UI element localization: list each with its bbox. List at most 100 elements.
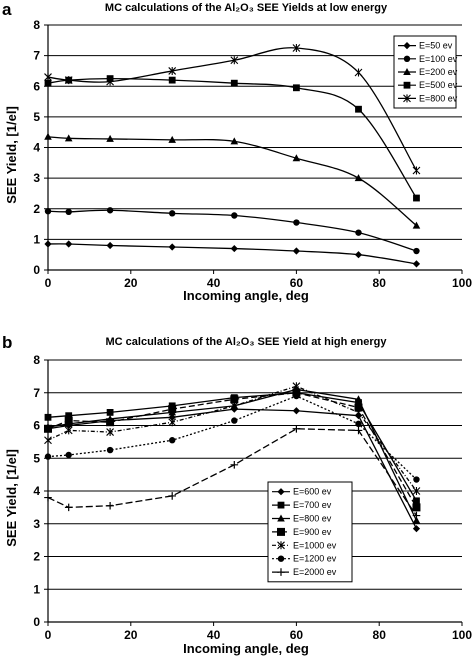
data-point bbox=[355, 105, 362, 113]
legend-marker bbox=[403, 81, 411, 89]
x-tick-label: 40 bbox=[207, 276, 221, 290]
data-point bbox=[168, 76, 176, 84]
data-point bbox=[65, 208, 72, 216]
legend-label: E=700 ev bbox=[293, 500, 332, 510]
panel-a-y-axis-title: SEE Yield, [1/el] bbox=[4, 106, 19, 204]
y-tick-label: 8 bbox=[33, 353, 40, 367]
data-point bbox=[230, 56, 239, 65]
legend-label: E=200 ev bbox=[419, 67, 458, 77]
x-tick-label: 100 bbox=[452, 628, 472, 642]
series-e-50-ev bbox=[44, 240, 421, 268]
x-tick-label: 40 bbox=[207, 628, 221, 642]
data-point bbox=[412, 260, 421, 268]
data-point bbox=[106, 418, 115, 427]
legend-marker bbox=[403, 68, 411, 75]
data-point bbox=[413, 497, 420, 505]
data-point bbox=[355, 420, 362, 428]
data-point bbox=[64, 76, 73, 85]
data-point bbox=[168, 135, 176, 143]
y-tick-label: 1 bbox=[33, 232, 40, 246]
legend-label: E=1000 ev bbox=[293, 540, 337, 550]
data-point bbox=[230, 395, 239, 404]
x-tick-label: 80 bbox=[373, 628, 387, 642]
data-point bbox=[65, 240, 73, 248]
legend-marker bbox=[403, 94, 411, 103]
series-e-1200-ev bbox=[44, 392, 420, 483]
data-point bbox=[412, 511, 421, 520]
data-point bbox=[412, 166, 421, 175]
data-point bbox=[168, 405, 177, 414]
data-point bbox=[64, 503, 73, 512]
legend-item-e-800-ev: E=800 ev bbox=[272, 514, 332, 524]
data-point bbox=[354, 68, 363, 77]
legend-item-e-200-ev: E=200 ev bbox=[398, 67, 458, 77]
data-point bbox=[412, 221, 421, 229]
legend-marker bbox=[277, 541, 285, 550]
legend-label: E=2000 ev bbox=[293, 567, 337, 577]
panel-b-x-axis-title: Incoming angle, deg bbox=[183, 641, 309, 656]
data-point bbox=[168, 66, 177, 75]
data-point bbox=[44, 436, 52, 445]
panel-a-letter: a bbox=[2, 0, 12, 19]
data-point bbox=[230, 244, 238, 253]
x-tick-label: 60 bbox=[290, 276, 304, 290]
y-tick-label: 1 bbox=[33, 582, 40, 596]
x-tick-label: 20 bbox=[124, 276, 138, 290]
legend-marker bbox=[277, 555, 285, 562]
legend: E=600 ev E=700 ev E=800 ev E=900 ev E=1000 e… bbox=[267, 481, 353, 583]
x-tick-label: 0 bbox=[45, 628, 52, 642]
y-tick-label: 0 bbox=[33, 263, 40, 277]
data-point bbox=[292, 247, 300, 255]
data-point bbox=[106, 446, 114, 454]
y-tick-label: 2 bbox=[33, 550, 40, 564]
legend-item-e-50-ev: E=50 ev bbox=[398, 41, 453, 51]
data-point bbox=[168, 418, 177, 427]
data-point bbox=[64, 134, 73, 142]
y-tick-label: 0 bbox=[33, 615, 40, 629]
data-point bbox=[106, 207, 114, 214]
y-tick-label: 4 bbox=[33, 484, 40, 498]
data-point bbox=[412, 516, 421, 524]
legend-marker bbox=[277, 501, 285, 509]
legend-label: E=600 ev bbox=[293, 487, 332, 497]
legend-label: E=800 ev bbox=[293, 514, 332, 524]
x-tick-label: 0 bbox=[45, 276, 52, 290]
x-tick-label: 60 bbox=[290, 628, 304, 642]
panel-b-title: MC calculations of the Al₂O₃ SEE Yield a… bbox=[106, 336, 388, 348]
legend-marker bbox=[277, 488, 285, 496]
legend-item-e-600-ev: E=600 ev bbox=[272, 487, 332, 497]
data-point bbox=[354, 408, 363, 417]
panel-a: a MC calculations of the Al₂O₃ SEE Yield… bbox=[2, 0, 472, 303]
data-point bbox=[412, 487, 421, 495]
data-point bbox=[231, 417, 238, 424]
series-e-2000-ev bbox=[44, 424, 421, 520]
data-point bbox=[354, 426, 363, 435]
data-point bbox=[292, 43, 301, 52]
data-point bbox=[44, 79, 52, 87]
data-point bbox=[354, 395, 363, 403]
legend-label: E=50 ev bbox=[419, 41, 453, 51]
data-point bbox=[293, 84, 300, 92]
data-point bbox=[168, 413, 176, 421]
data-point bbox=[65, 451, 72, 459]
data-point bbox=[106, 501, 114, 510]
legend-marker bbox=[403, 55, 411, 62]
legend-label: E=500 ev bbox=[419, 80, 458, 90]
panel-b-y-axis-title: SEE Yield, [1/el] bbox=[4, 449, 19, 547]
legend-marker bbox=[277, 514, 285, 522]
data-point bbox=[293, 392, 300, 400]
data-point bbox=[44, 132, 52, 140]
legend-item-e-100-ev: E=100 ev bbox=[398, 54, 458, 64]
series-e-1000-ev bbox=[44, 382, 421, 495]
legend-item-e-1200-ev: E=1200 ev bbox=[272, 554, 337, 564]
data-point bbox=[44, 424, 52, 433]
y-tick-label: 8 bbox=[33, 18, 40, 32]
data-point bbox=[292, 388, 301, 397]
series-e-900-ev bbox=[44, 388, 421, 512]
data-point bbox=[293, 219, 300, 226]
data-point bbox=[292, 382, 301, 391]
y-tick-label: 6 bbox=[33, 419, 40, 433]
data-point bbox=[44, 413, 52, 421]
